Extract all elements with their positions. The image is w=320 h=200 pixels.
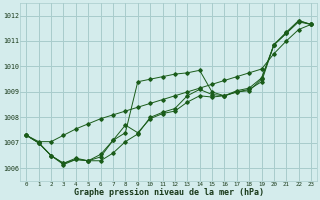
X-axis label: Graphe pression niveau de la mer (hPa): Graphe pression niveau de la mer (hPa) bbox=[74, 188, 264, 197]
